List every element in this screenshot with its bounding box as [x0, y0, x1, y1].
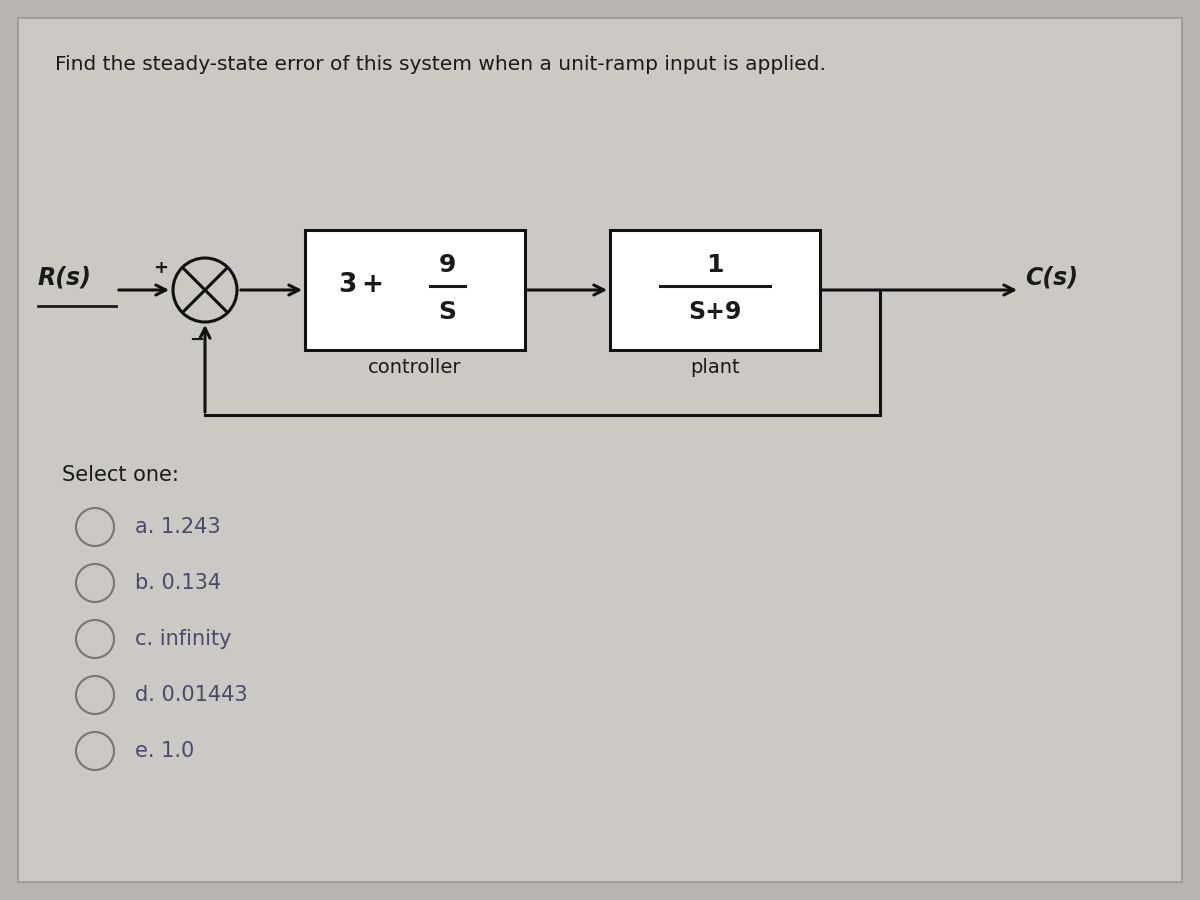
Bar: [610, 230, 820, 350]
Text: 1: 1: [707, 253, 724, 277]
Circle shape: [76, 676, 114, 714]
Text: plant: plant: [690, 358, 740, 377]
Text: a. 1.243: a. 1.243: [134, 517, 221, 537]
Text: 9: 9: [438, 253, 456, 277]
Text: S+9: S+9: [689, 300, 742, 324]
Text: Select one:: Select one:: [62, 465, 179, 485]
Circle shape: [76, 732, 114, 770]
Text: C(s): C(s): [1025, 266, 1078, 290]
Text: S: S: [438, 300, 456, 324]
Text: e. 1.0: e. 1.0: [134, 741, 194, 761]
Text: controller: controller: [368, 358, 462, 377]
Text: +: +: [154, 259, 168, 277]
Circle shape: [76, 564, 114, 602]
Text: Find the steady-state error of this system when a unit-ramp input is applied.: Find the steady-state error of this syst…: [55, 55, 826, 74]
Text: R(s): R(s): [38, 266, 92, 290]
Text: b. 0.134: b. 0.134: [134, 573, 221, 593]
Circle shape: [76, 620, 114, 658]
Text: −: −: [190, 331, 204, 349]
Text: $\mathbf{3+}$: $\mathbf{3+}$: [337, 272, 383, 298]
Text: c. infinity: c. infinity: [134, 629, 232, 649]
Circle shape: [76, 508, 114, 546]
Bar: [305, 230, 526, 350]
Circle shape: [173, 258, 236, 322]
Text: d. 0.01443: d. 0.01443: [134, 685, 247, 705]
